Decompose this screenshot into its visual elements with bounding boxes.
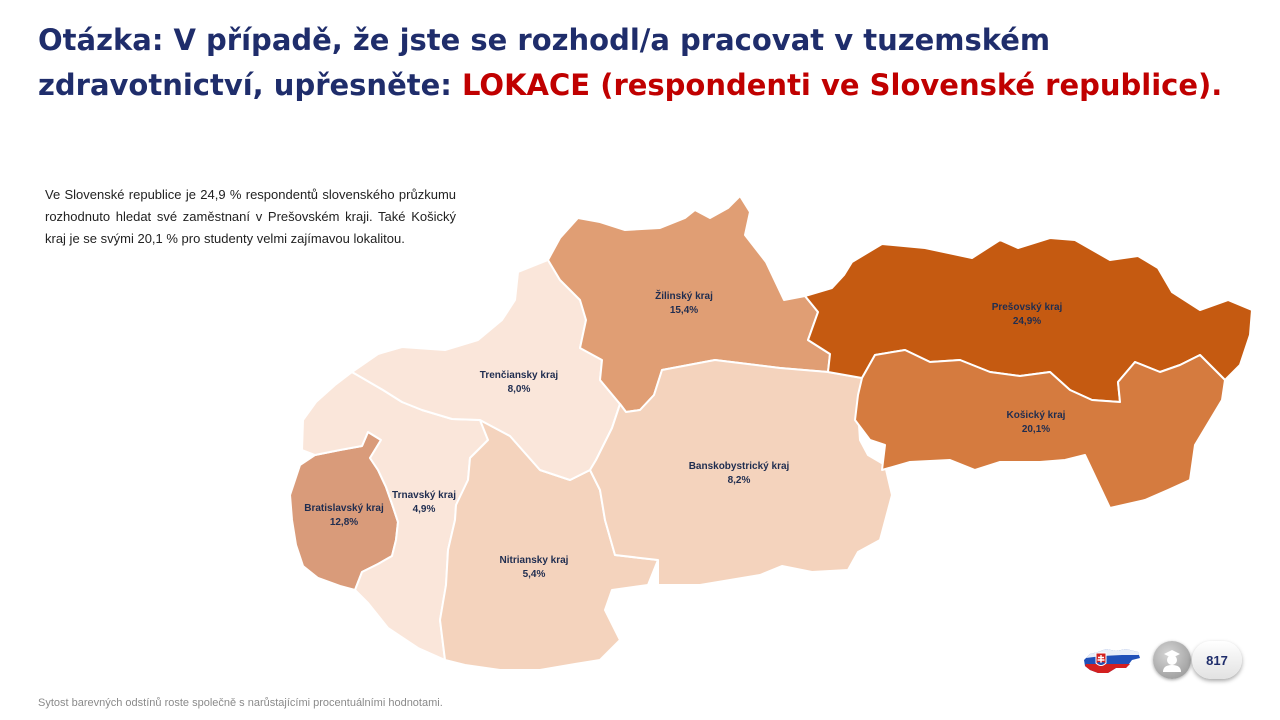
region-banskobystricky[interactable] (589, 359, 893, 586)
region-label-presovsky: Prešovský kraj 24,9% (992, 302, 1063, 327)
respondent-count-badge: 817 (1192, 641, 1242, 679)
page-title: Otázka: V případě, že jste se rozhodl/a … (38, 18, 1238, 108)
region-label-banskobystricky: Banskobystrický kraj 8,2% (689, 461, 790, 486)
region-label-zilinsky: Žilinský kraj 15,4% (655, 289, 713, 316)
region-label-trnavsky: Trnavský kraj 4,9% (392, 490, 456, 515)
region-label-nitriansky: Nitriansky kraj 5,4% (500, 555, 569, 580)
title-prefix: Otázka: V případě, že jste se rozhodl/a … (38, 23, 1051, 102)
footnote: Sytost barevných odstínů roste společně … (38, 697, 443, 709)
region-label-kosicky: Košický kraj 20,1% (1007, 410, 1066, 435)
region-label-bratislavsky: Bratislavský kraj 12,8% (304, 503, 384, 528)
description-text: Ve Slovenské republice je 24,9 % respond… (45, 187, 456, 246)
slovakia-flag-map-icon (1084, 649, 1140, 673)
region-kosicky[interactable] (854, 349, 1226, 509)
student-icon (1153, 641, 1191, 679)
region-label-trenciansky: Trenčiansky kraj 8,0% (480, 370, 559, 395)
title-highlight: LOKACE (respondenti ve Slovenské republi… (461, 68, 1223, 102)
